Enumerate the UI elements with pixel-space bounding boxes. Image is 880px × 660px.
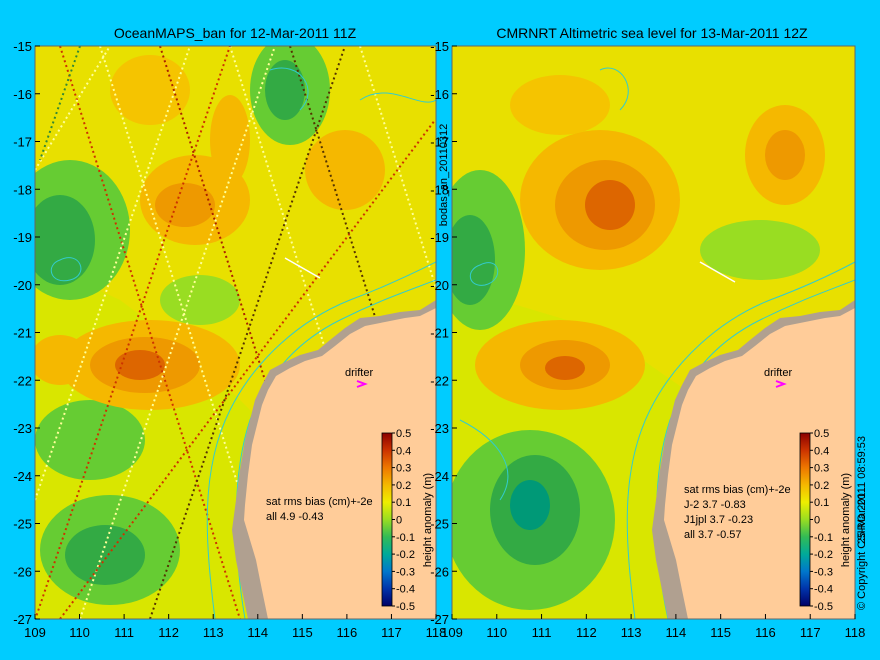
colorbar-tick-label: 0.2 bbox=[814, 480, 829, 492]
left-stats-header: sat rms bias (cm)+-2e bbox=[266, 496, 373, 508]
colorbar-tick-label: -0.3 bbox=[396, 566, 415, 578]
right-stats-header: sat rms bias (cm)+-2e bbox=[684, 484, 791, 496]
right-colorbar-label: height anomaly (m) bbox=[840, 473, 852, 567]
left-colorbar: height anomaly (m) 0.5 0.4 0.3 0.2 0.1 0 -0.1 -… bbox=[381, 428, 434, 613]
lat-tick-label: -26 bbox=[430, 564, 449, 579]
colorbar-tick-label: -0.5 bbox=[814, 601, 833, 613]
lon-tick-label: 113 bbox=[203, 625, 224, 640]
right-map-title: CMRNRT Altimetric sea level for 13-Mar-2… bbox=[496, 25, 808, 41]
colorbar-tick-label: -0.1 bbox=[396, 532, 415, 544]
lon-tick-label: 117 bbox=[381, 625, 402, 640]
colorbar-tick-label: 0.1 bbox=[396, 497, 411, 509]
lon-tick-label: 112 bbox=[158, 625, 179, 640]
lat-tick-label: -21 bbox=[13, 326, 32, 341]
lon-tick-label: 111 bbox=[532, 625, 552, 640]
lat-tick-label: -23 bbox=[13, 421, 32, 436]
lat-tick-label: -19 bbox=[13, 230, 32, 245]
colorbar-tick-label: -0.2 bbox=[396, 549, 415, 561]
lat-tick-label: -24 bbox=[430, 469, 449, 484]
lon-tick-label: 118 bbox=[426, 625, 447, 640]
lat-tick-label: -17 bbox=[13, 135, 32, 150]
colorbar-tick-label: 0 bbox=[814, 515, 820, 527]
colorbar-tick-label: 0.3 bbox=[814, 463, 829, 475]
right-map-panel: CMRNRT Altimetric sea level for 13-Mar-2… bbox=[451, 25, 868, 620]
lat-tick-label: -15 bbox=[13, 39, 32, 54]
lon-tick-label: 110 bbox=[486, 625, 507, 640]
lon-tick-label: 117 bbox=[800, 625, 821, 640]
lat-tick-label: -27 bbox=[430, 612, 449, 627]
left-axes: -15-16-17-18-19-20-21-22-23-24-25-26-271… bbox=[13, 39, 446, 640]
lat-tick-label: -26 bbox=[13, 564, 32, 579]
lat-tick-label: -22 bbox=[430, 373, 449, 388]
lat-tick-label: -16 bbox=[430, 87, 449, 102]
left-stats-row: all 4.9 -0.43 bbox=[266, 511, 323, 523]
colorbar-tick-label: 0 bbox=[396, 515, 402, 527]
right-stats-row: J-2 3.7 -0.83 bbox=[684, 499, 746, 511]
lon-tick-label: 113 bbox=[621, 625, 642, 640]
colorbar-tick-label: -0.4 bbox=[814, 584, 833, 596]
left-side-label: bodas_an_20110312 bbox=[438, 124, 450, 227]
lon-tick-label: 118 bbox=[845, 625, 866, 640]
right-drifter-marker bbox=[775, 380, 787, 388]
copyright-label: © Copyright CSIRO 2011 bbox=[856, 487, 868, 610]
colorbar-tick-label: -0.3 bbox=[814, 566, 833, 578]
right-drifter-label: drifter bbox=[764, 367, 792, 379]
colorbar-tick-label: 0.4 bbox=[814, 445, 829, 457]
lat-tick-label: -18 bbox=[430, 182, 449, 197]
colorbar-tick-label: -0.5 bbox=[396, 601, 415, 613]
lon-tick-label: 115 bbox=[292, 625, 313, 640]
lon-tick-label: 115 bbox=[710, 625, 731, 640]
lat-tick-label: -24 bbox=[13, 469, 32, 484]
colorbar-tick-label: -0.4 bbox=[396, 584, 415, 596]
right-axes: -15-16-17-18-19-20-21-22-23-24-25-26-271… bbox=[430, 39, 865, 640]
lat-tick-label: -20 bbox=[13, 278, 32, 293]
lat-tick-label: -22 bbox=[13, 373, 32, 388]
left-colorbar-label: height anomaly (m) bbox=[422, 473, 434, 567]
lon-tick-label: 111 bbox=[114, 625, 134, 640]
lat-tick-label: -18 bbox=[13, 182, 32, 197]
lat-tick-label: -27 bbox=[13, 612, 32, 627]
lon-tick-label: 110 bbox=[69, 625, 90, 640]
lat-tick-label: -23 bbox=[430, 421, 449, 436]
lat-tick-label: -19 bbox=[430, 230, 449, 245]
colorbar-tick-label: 0.1 bbox=[814, 497, 829, 509]
colorbar-tick-label: 0.3 bbox=[396, 463, 411, 475]
lon-tick-label: 109 bbox=[24, 625, 46, 640]
lat-tick-label: -25 bbox=[430, 517, 449, 532]
left-drifter-label: drifter bbox=[345, 367, 373, 379]
right-stats-row: J1jpl 3.7 -0.23 bbox=[684, 514, 753, 526]
lat-tick-label: -20 bbox=[430, 278, 449, 293]
lon-tick-label: 116 bbox=[755, 625, 776, 640]
colorbar-tick-label: 0.2 bbox=[396, 480, 411, 492]
lat-tick-label: -21 bbox=[430, 326, 449, 341]
right-side-label: 25-Mar-2011 08:59:53 bbox=[856, 436, 868, 544]
lat-tick-label: -25 bbox=[13, 517, 32, 532]
lat-tick-label: -15 bbox=[430, 39, 449, 54]
left-drifter-marker bbox=[356, 380, 368, 388]
lon-tick-label: 114 bbox=[666, 625, 687, 640]
right-map-field bbox=[452, 46, 855, 619]
lon-tick-label: 114 bbox=[247, 625, 268, 640]
colorbar-tick-label: 0.4 bbox=[396, 445, 411, 457]
colorbar-tick-label: -0.2 bbox=[814, 549, 833, 561]
right-colorbar: height anomaly (m) 0.5 0.4 0.3 0.2 0.1 0 -0.1 -… bbox=[799, 428, 852, 613]
right-stats-row: all 3.7 -0.57 bbox=[684, 529, 741, 541]
lat-tick-label: -16 bbox=[13, 87, 32, 102]
colorbar-tick-label: 0.5 bbox=[814, 428, 829, 440]
colorbar-tick-label: -0.1 bbox=[814, 532, 833, 544]
lon-tick-label: 112 bbox=[576, 625, 597, 640]
lat-tick-label: -17 bbox=[430, 135, 449, 150]
lon-tick-label: 116 bbox=[337, 625, 358, 640]
left-map-title: OceanMAPS_ban for 12-Mar-2011 11Z bbox=[114, 25, 357, 41]
colorbar-tick-label: 0.5 bbox=[396, 428, 411, 440]
lon-tick-label: 109 bbox=[441, 625, 463, 640]
